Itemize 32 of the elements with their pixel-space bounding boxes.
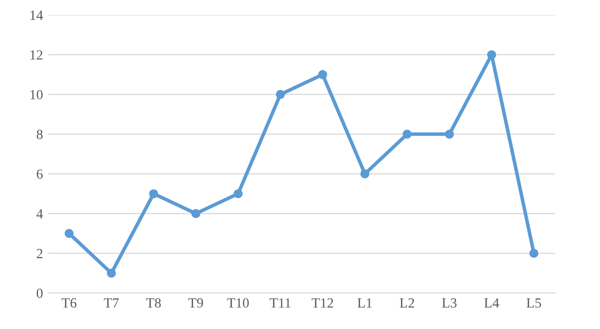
x-tick-label: L5 xyxy=(526,298,542,308)
y-tick-label: 12 xyxy=(30,50,42,60)
point xyxy=(529,248,538,258)
point xyxy=(318,70,328,80)
y-tick-label: 14 xyxy=(30,10,43,20)
x-tick-label: T10 xyxy=(227,298,249,308)
point xyxy=(106,268,116,278)
point xyxy=(191,209,200,218)
x-tick-label: L3 xyxy=(442,298,457,308)
y-tick-label: 8 xyxy=(36,130,43,140)
y-tick-label: 4 xyxy=(36,209,43,218)
point xyxy=(487,50,496,60)
x-tick-label: T6 xyxy=(62,298,76,308)
x-tick-label: T8 xyxy=(146,298,161,308)
x-tick-label: T7 xyxy=(104,298,119,308)
y-tick-label: 10 xyxy=(30,90,43,100)
y-tick-label: 6 xyxy=(36,169,43,179)
point xyxy=(402,130,412,139)
point xyxy=(64,228,74,238)
x-tick-label: L4 xyxy=(484,298,500,308)
point xyxy=(360,169,370,178)
point xyxy=(234,189,243,198)
x-tick-label: T12 xyxy=(312,298,334,308)
x-tick-label: T9 xyxy=(188,298,204,308)
point xyxy=(276,90,285,99)
x-tick-label: L1 xyxy=(358,298,372,308)
point xyxy=(149,189,158,198)
y-tick-label: 0 xyxy=(36,288,43,298)
x-tick-label: T11 xyxy=(270,298,290,308)
point xyxy=(444,130,454,139)
x-tick-label: L2 xyxy=(400,298,414,308)
y-tick-label: 2 xyxy=(36,248,42,258)
